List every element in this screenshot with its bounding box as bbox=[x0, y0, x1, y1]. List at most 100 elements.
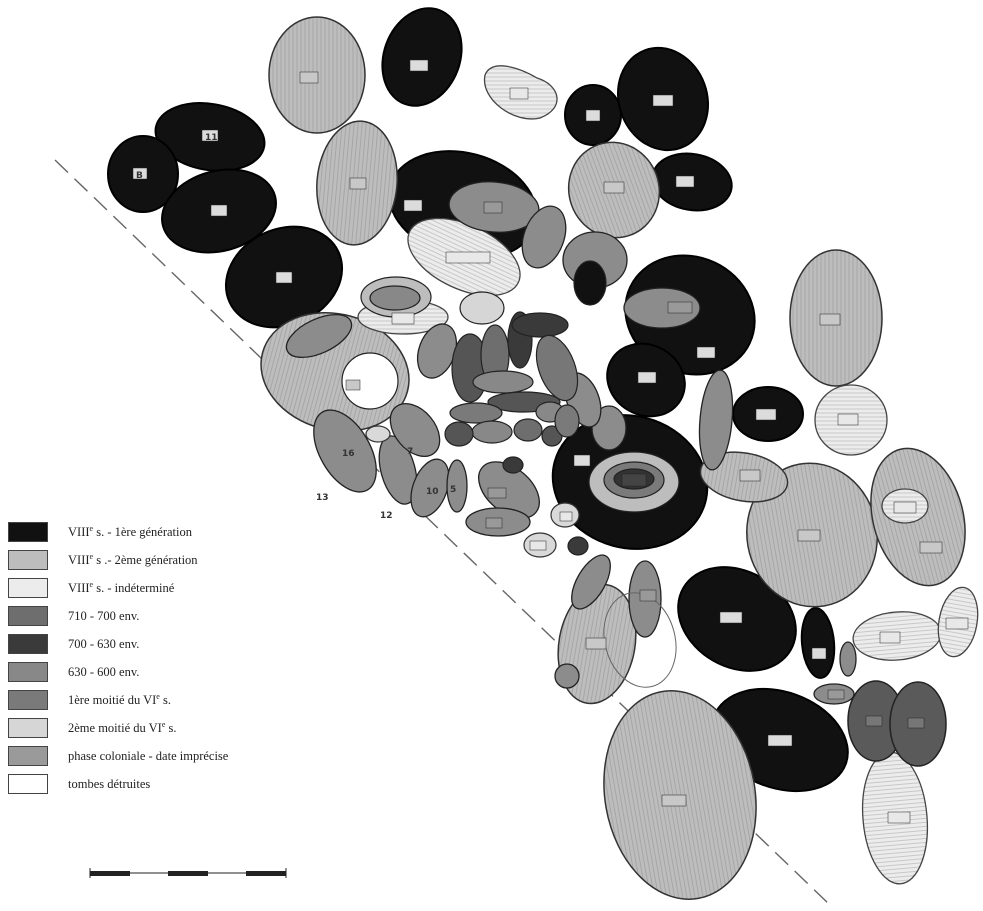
label-box bbox=[483, 201, 503, 214]
label-box bbox=[349, 177, 367, 190]
label-box bbox=[485, 517, 503, 529]
tomb bbox=[623, 287, 701, 329]
legend-swatch bbox=[8, 718, 48, 738]
legend-label: tombes détruites bbox=[68, 776, 151, 791]
label-box bbox=[559, 511, 573, 522]
label-box bbox=[893, 501, 917, 514]
label-box bbox=[529, 540, 547, 551]
legend-item: VIIIe s .- 2ème génération bbox=[8, 546, 338, 574]
label-box bbox=[621, 473, 647, 487]
legend-item: 630 - 600 env. bbox=[8, 658, 338, 686]
label-box bbox=[637, 371, 657, 384]
label-box bbox=[907, 717, 925, 729]
label-box bbox=[865, 715, 883, 727]
legend-item: VIIIe s. - indéterminé bbox=[8, 574, 338, 602]
tomb bbox=[341, 352, 399, 410]
tomb bbox=[381, 7, 463, 107]
tomb bbox=[800, 607, 836, 679]
label-box bbox=[275, 271, 293, 284]
tomb bbox=[449, 402, 503, 424]
legend-label: 2ème moitié du VIe s. bbox=[68, 719, 177, 736]
legend-swatch bbox=[8, 634, 48, 654]
tomb bbox=[446, 459, 468, 513]
label-box bbox=[210, 204, 228, 217]
legend-label: 700 - 630 env. bbox=[68, 636, 140, 651]
tomb-label: 16 bbox=[342, 449, 355, 459]
tomb bbox=[365, 425, 391, 443]
legend-swatch bbox=[8, 662, 48, 682]
label-box bbox=[797, 529, 821, 542]
label-box bbox=[739, 469, 761, 482]
legend-swatch bbox=[8, 690, 48, 710]
legend-swatch bbox=[8, 578, 48, 598]
legend-label: VIIIe s. - indéterminé bbox=[68, 579, 175, 596]
label-box bbox=[652, 94, 674, 107]
tomb bbox=[521, 205, 567, 269]
tomb bbox=[511, 312, 569, 338]
legend-swatch bbox=[8, 550, 48, 570]
label-box bbox=[585, 109, 601, 122]
tomb bbox=[839, 641, 857, 677]
tomb-label: 7 bbox=[407, 447, 413, 457]
tomb bbox=[389, 403, 441, 457]
label-box bbox=[585, 637, 607, 650]
tomb bbox=[471, 420, 513, 444]
label-box bbox=[445, 251, 491, 264]
label-box bbox=[403, 199, 423, 212]
legend-swatch bbox=[8, 774, 48, 794]
legend-swatch bbox=[8, 606, 48, 626]
tomb bbox=[369, 285, 421, 311]
label-box bbox=[487, 487, 507, 499]
legend-item: VIIIe s. - 1ère génération bbox=[8, 518, 338, 546]
label-box bbox=[573, 454, 591, 467]
legend-swatch bbox=[8, 746, 48, 766]
tomb bbox=[513, 418, 543, 442]
tomb bbox=[698, 369, 734, 471]
tomb bbox=[410, 458, 450, 518]
tomb bbox=[567, 536, 589, 556]
label-box bbox=[755, 408, 777, 421]
tomb-label: 12 bbox=[380, 511, 393, 521]
label-box bbox=[509, 87, 529, 100]
label-box bbox=[819, 313, 841, 326]
label-box bbox=[667, 301, 693, 314]
label-box bbox=[345, 379, 361, 391]
label-box bbox=[719, 611, 743, 624]
scale-bar bbox=[89, 868, 287, 878]
tomb-label: 13 bbox=[316, 493, 329, 503]
label-box bbox=[639, 589, 657, 602]
first-generation-tombs bbox=[107, 7, 849, 793]
label-box bbox=[696, 346, 716, 359]
tomb-labels-boxes bbox=[132, 59, 969, 824]
label-box bbox=[879, 631, 901, 644]
tomb bbox=[313, 409, 377, 493]
tomb bbox=[472, 370, 534, 394]
label-box bbox=[767, 734, 793, 747]
label-box bbox=[661, 794, 687, 807]
label-box bbox=[837, 413, 859, 426]
legend-label: phase coloniale - date imprécise bbox=[68, 748, 229, 763]
label-box bbox=[919, 541, 943, 554]
label-box bbox=[201, 129, 219, 142]
legend: VIIIe s. - 1ère génération VIIIe s .- 2è… bbox=[8, 518, 338, 798]
legend-swatch bbox=[8, 522, 48, 542]
label-box bbox=[827, 689, 845, 700]
tomb bbox=[554, 663, 580, 689]
legend-label: VIIIe s .- 2ème génération bbox=[68, 551, 198, 568]
label-box bbox=[945, 617, 969, 630]
tomb-label: 5 bbox=[450, 485, 456, 495]
tomb bbox=[285, 313, 353, 359]
legend-label: VIIIe s. - 1ère génération bbox=[68, 523, 192, 540]
legend-label: 710 - 700 env. bbox=[68, 608, 140, 623]
legend-item: tombes détruites bbox=[8, 770, 338, 798]
legend-label: 1ère moitié du VIe s. bbox=[68, 691, 171, 708]
tomb bbox=[554, 404, 580, 438]
tomb bbox=[573, 260, 607, 306]
label-box bbox=[603, 181, 625, 194]
label-box bbox=[132, 167, 148, 180]
central-cluster bbox=[360, 260, 607, 556]
label-box bbox=[887, 811, 911, 824]
tomb-labels-text: 13 12 B 11 7 10 5 16 bbox=[136, 133, 456, 521]
label-box bbox=[391, 312, 415, 325]
